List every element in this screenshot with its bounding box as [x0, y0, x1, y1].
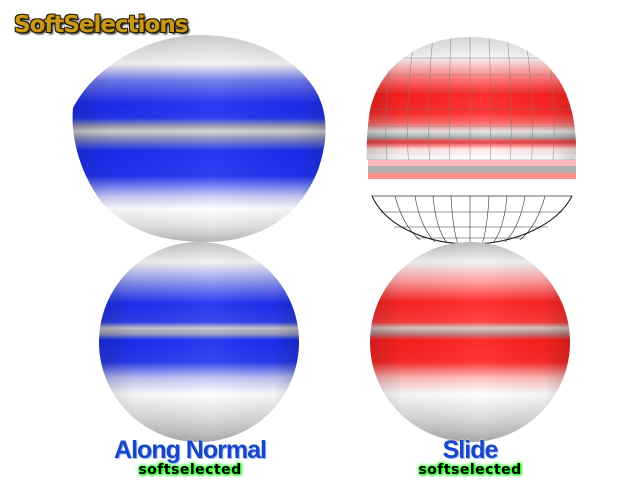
slide-deformed-sphere [366, 37, 577, 245]
slide-subcaption: softselected [418, 462, 522, 478]
along-normal-deformed-sphere [72, 35, 326, 242]
along-normal-subcaption: softselected [138, 462, 242, 478]
along-normal-caption: Along Normal [114, 436, 267, 464]
along-normal-sphere [99, 242, 299, 442]
slide-caption: Slide [442, 436, 499, 464]
slide-sphere [370, 242, 570, 442]
page-title: SoftSelections [14, 12, 188, 38]
